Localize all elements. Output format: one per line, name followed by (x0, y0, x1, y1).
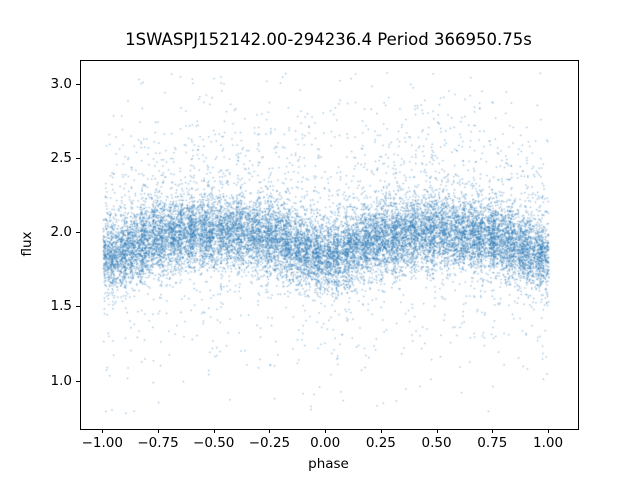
y-tick-label: 1.0 (50, 372, 72, 389)
x-tick-label: 0.50 (421, 435, 452, 451)
x-tick-label: 0.75 (477, 435, 508, 451)
x-tick-label: 0.25 (365, 435, 396, 451)
x-tick-mark (436, 429, 438, 433)
x-tick-mark (102, 429, 104, 433)
x-tick-mark (548, 429, 550, 433)
x-tick-label: −0.25 (248, 435, 291, 451)
y-tick-mark (76, 380, 80, 382)
x-tick-mark (269, 429, 271, 433)
scatter-canvas (81, 61, 578, 429)
x-tick-mark (158, 429, 159, 433)
x-tick-label: −1.00 (81, 435, 123, 451)
y-tick-mark (76, 232, 80, 234)
x-tick-mark (213, 429, 215, 433)
plot-area (80, 60, 579, 430)
x-tick-mark (380, 429, 382, 433)
y-tick-mark (76, 157, 80, 159)
x-tick-label: −0.50 (193, 435, 235, 451)
x-tick-label: 1.00 (532, 435, 564, 451)
chart-title: 1SWASPJ152142.00-294236.4 Period 366950.… (125, 30, 532, 49)
y-tick-label: 2.5 (50, 149, 72, 166)
y-tick-mark (76, 306, 80, 308)
y-axis-label: flux (19, 231, 35, 257)
y-tick-label: 2.0 (50, 224, 72, 241)
x-tick-mark (492, 429, 494, 433)
y-tick-label: 1.5 (50, 298, 72, 315)
x-tick-mark (325, 429, 327, 433)
y-tick-label: 3.0 (50, 75, 72, 92)
x-tick-label: −0.75 (137, 435, 179, 451)
y-tick-mark (76, 83, 80, 85)
x-axis-label: phase (308, 456, 349, 472)
x-tick-label: 0.00 (310, 435, 341, 451)
